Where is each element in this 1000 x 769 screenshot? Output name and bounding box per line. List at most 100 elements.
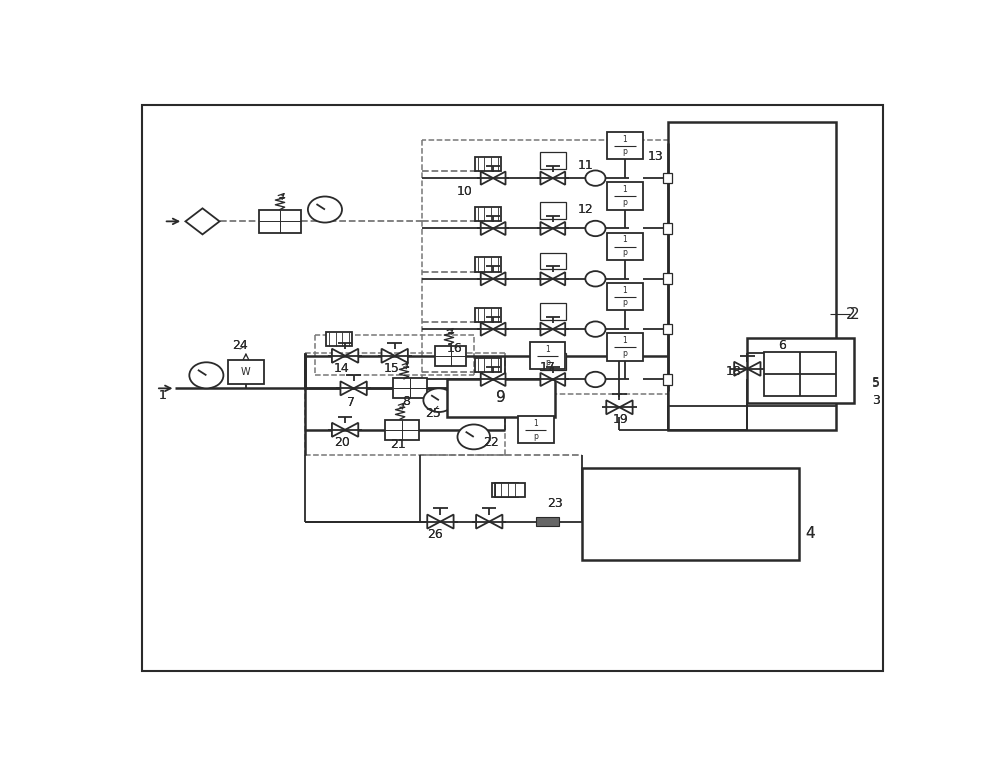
Text: 1: 1 bbox=[622, 286, 627, 295]
Bar bbox=[475, 207, 501, 221]
Text: 2: 2 bbox=[846, 307, 855, 322]
Text: 11: 11 bbox=[578, 159, 593, 172]
Text: 10: 10 bbox=[457, 185, 473, 198]
Text: 22: 22 bbox=[483, 436, 499, 449]
Polygon shape bbox=[340, 381, 354, 395]
Text: 13: 13 bbox=[647, 150, 663, 163]
Circle shape bbox=[585, 221, 606, 236]
Bar bbox=[385, 420, 419, 440]
Bar bbox=[607, 232, 643, 260]
Bar bbox=[607, 283, 643, 310]
Text: 19: 19 bbox=[613, 413, 629, 426]
Text: 25: 25 bbox=[426, 407, 441, 420]
Text: 12: 12 bbox=[578, 203, 593, 216]
Text: 4: 4 bbox=[805, 526, 815, 541]
Polygon shape bbox=[747, 361, 761, 376]
Polygon shape bbox=[493, 272, 506, 285]
Polygon shape bbox=[481, 171, 493, 185]
Text: p: p bbox=[622, 348, 627, 358]
Text: 15: 15 bbox=[384, 361, 400, 375]
Text: 13: 13 bbox=[647, 150, 663, 163]
Bar bbox=[663, 173, 672, 184]
Circle shape bbox=[585, 371, 606, 387]
Text: 23: 23 bbox=[547, 498, 563, 511]
Polygon shape bbox=[481, 373, 493, 386]
Text: p: p bbox=[545, 358, 550, 367]
Text: 18: 18 bbox=[725, 365, 741, 378]
Polygon shape bbox=[481, 221, 493, 235]
Bar bbox=[663, 375, 672, 384]
Text: 1: 1 bbox=[533, 419, 538, 428]
Polygon shape bbox=[734, 361, 747, 376]
Bar bbox=[540, 152, 566, 168]
Text: 1: 1 bbox=[622, 336, 627, 345]
Bar bbox=[536, 518, 559, 526]
Text: 3: 3 bbox=[872, 394, 880, 407]
Text: 10: 10 bbox=[457, 185, 473, 198]
Circle shape bbox=[585, 271, 606, 287]
Circle shape bbox=[457, 424, 490, 449]
Polygon shape bbox=[606, 400, 619, 414]
Polygon shape bbox=[619, 400, 633, 414]
Text: 24: 24 bbox=[232, 339, 248, 352]
Text: 1: 1 bbox=[158, 389, 166, 402]
Text: 20: 20 bbox=[334, 436, 350, 449]
Text: p: p bbox=[533, 431, 538, 441]
Text: 8: 8 bbox=[402, 394, 410, 408]
Polygon shape bbox=[332, 423, 345, 437]
Bar bbox=[475, 308, 501, 322]
Polygon shape bbox=[395, 348, 408, 363]
Text: 1: 1 bbox=[158, 389, 166, 402]
Bar bbox=[228, 360, 264, 384]
Text: 8: 8 bbox=[402, 394, 410, 408]
Text: 4: 4 bbox=[805, 526, 815, 541]
Polygon shape bbox=[553, 322, 565, 336]
Text: 16: 16 bbox=[447, 341, 462, 355]
Text: 17: 17 bbox=[539, 361, 555, 375]
Text: 7: 7 bbox=[347, 396, 355, 409]
Bar bbox=[492, 483, 518, 498]
Text: 6: 6 bbox=[778, 339, 786, 352]
Text: 16: 16 bbox=[447, 341, 462, 355]
Text: 1: 1 bbox=[622, 135, 627, 144]
Text: 3: 3 bbox=[872, 394, 880, 407]
Text: 11: 11 bbox=[578, 159, 593, 172]
Polygon shape bbox=[540, 322, 553, 336]
Text: p: p bbox=[622, 198, 627, 207]
Bar bbox=[530, 342, 565, 369]
Text: 25: 25 bbox=[426, 407, 441, 420]
Polygon shape bbox=[540, 171, 553, 185]
Text: p: p bbox=[622, 148, 627, 156]
Bar bbox=[540, 303, 566, 320]
Text: 1: 1 bbox=[622, 235, 627, 245]
Bar bbox=[582, 468, 799, 560]
Polygon shape bbox=[553, 272, 565, 285]
Polygon shape bbox=[481, 272, 493, 285]
Text: p: p bbox=[622, 248, 627, 257]
Text: 9: 9 bbox=[496, 391, 506, 405]
Polygon shape bbox=[553, 373, 565, 386]
Text: 2: 2 bbox=[850, 307, 859, 322]
Text: 23: 23 bbox=[547, 498, 563, 511]
Circle shape bbox=[189, 362, 223, 388]
Text: 21: 21 bbox=[390, 438, 406, 451]
Text: W: W bbox=[241, 367, 251, 377]
Text: 15: 15 bbox=[384, 361, 400, 375]
Text: 20: 20 bbox=[334, 436, 350, 449]
Polygon shape bbox=[481, 322, 493, 336]
Polygon shape bbox=[185, 208, 220, 235]
Bar bbox=[475, 358, 501, 372]
Polygon shape bbox=[354, 381, 367, 395]
Polygon shape bbox=[427, 514, 440, 528]
Polygon shape bbox=[489, 514, 502, 528]
Circle shape bbox=[308, 197, 342, 222]
Text: 5: 5 bbox=[872, 376, 880, 389]
Bar bbox=[663, 274, 672, 284]
Text: 1: 1 bbox=[622, 185, 627, 194]
Bar bbox=[540, 253, 566, 269]
Polygon shape bbox=[476, 514, 489, 528]
Bar bbox=[668, 122, 836, 430]
Bar bbox=[326, 331, 352, 346]
Polygon shape bbox=[345, 423, 358, 437]
Bar bbox=[540, 202, 566, 219]
